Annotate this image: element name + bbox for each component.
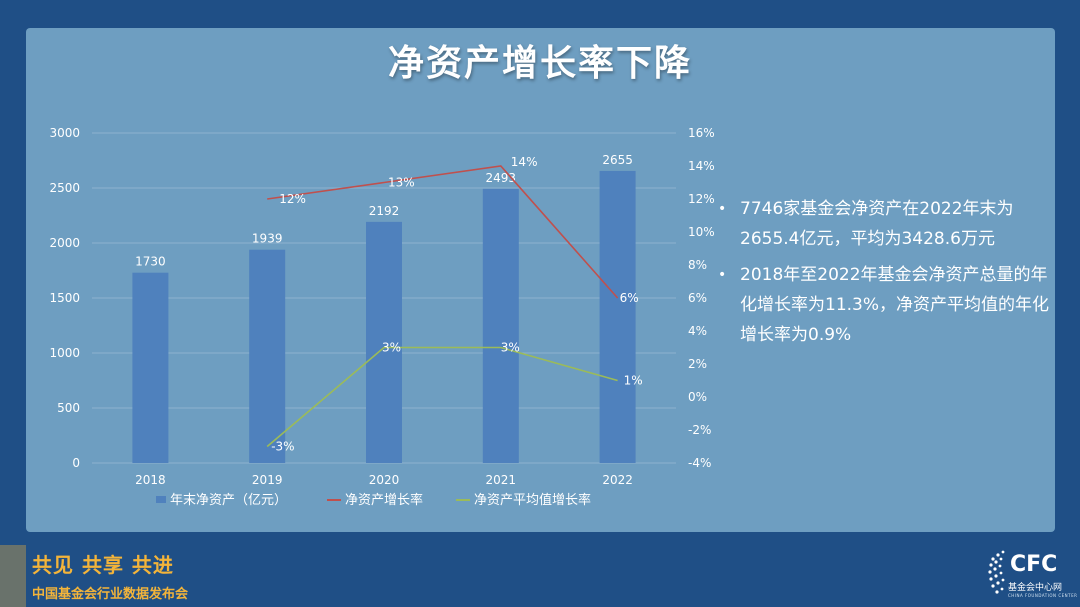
- x-tick-label: 2018: [135, 473, 166, 487]
- bar: [366, 221, 402, 463]
- legend-label: 净资产平均值增长率: [474, 492, 591, 508]
- bullet-dot-icon: •: [718, 201, 727, 217]
- x-tick-label: 2021: [486, 473, 517, 487]
- y-left-tick-label: 2500: [49, 181, 80, 195]
- line-data-label: 12%: [279, 192, 306, 206]
- footer-org: 中国基金会行业数据发布会: [32, 587, 189, 602]
- bullet-item: • 2018年至2022年基金会净资产总量的年化增长率为11.3%，净资产平均值…: [718, 260, 1053, 350]
- logo-text: CFC: [1010, 552, 1058, 577]
- bar: [599, 170, 636, 463]
- line-data-label: 14%: [511, 155, 538, 169]
- bar: [132, 272, 169, 463]
- line-data-label: 13%: [388, 176, 415, 190]
- bullet-dot-icon: •: [718, 267, 727, 283]
- content-panel: [26, 28, 1055, 532]
- legend-swatch-bar: [156, 496, 166, 503]
- y-right-tick-label: -4%: [688, 456, 711, 470]
- bar-data-label: 2655: [602, 153, 633, 167]
- y-left-tick-label: 3000: [49, 126, 80, 140]
- line-data-label: 6%: [620, 291, 639, 305]
- y-right-tick-label: 6%: [688, 291, 707, 305]
- y-left-tick-label: 500: [57, 401, 80, 415]
- line-data-label: 3%: [501, 341, 520, 355]
- logo-english: CHINA FOUNDATION CENTER: [1008, 593, 1078, 598]
- x-tick-label: 2022: [602, 473, 633, 487]
- y-right-tick-label: 10%: [688, 225, 715, 239]
- bar-data-label: 2192: [369, 204, 400, 218]
- x-tick-label: 2020: [369, 473, 400, 487]
- bar-data-label: 1939: [252, 232, 283, 246]
- y-right-tick-label: 14%: [688, 159, 715, 173]
- growth-rate-line: [267, 165, 619, 299]
- line-data-label: 3%: [382, 341, 401, 355]
- bar-data-label: 1730: [135, 255, 166, 269]
- logo-subtitle: 基金会中心网: [1008, 583, 1063, 593]
- y-right-tick-label: 4%: [688, 324, 707, 338]
- footer-accent-bar: [0, 545, 26, 607]
- line-data-label: 1%: [624, 374, 643, 388]
- y-right-tick-label: 12%: [688, 192, 715, 206]
- bar: [482, 188, 519, 463]
- legend-label: 净资产增长率: [345, 492, 423, 508]
- y-left-tick-label: 2000: [49, 236, 80, 250]
- legend-label: 年末净资产（亿元）: [170, 493, 287, 508]
- y-right-tick-label: 2%: [688, 357, 707, 371]
- y-right-tick-label: 8%: [688, 258, 707, 272]
- bullet-list: • 7746家基金会净资产在2022年末为2655.4亿元，平均为3428.6万…: [718, 194, 1053, 356]
- y-right-tick-label: 16%: [688, 126, 715, 140]
- y-left-tick-label: 0: [72, 456, 80, 470]
- y-left-tick-label: 1000: [49, 346, 80, 360]
- avg-growth-rate-line: [266, 346, 618, 448]
- y-left-tick-label: 1500: [49, 291, 80, 305]
- footer-slogan: 共见 共享 共进: [32, 553, 174, 577]
- cfc-logo-icon: [988, 550, 1005, 594]
- y-right-tick-label: 0%: [688, 390, 707, 404]
- slide-title: 净资产增长率下降: [387, 43, 692, 84]
- y-right-tick-label: -2%: [688, 423, 711, 437]
- bullet-item: • 7746家基金会净资产在2022年末为2655.4亿元，平均为3428.6万…: [718, 194, 1053, 254]
- bullet-text: 7746家基金会净资产在2022年末为2655.4亿元，平均为3428.6万元: [740, 199, 1014, 249]
- bar: [249, 249, 286, 463]
- bullet-text: 2018年至2022年基金会净资产总量的年化增长率为11.3%，净资产平均值的年…: [740, 265, 1050, 345]
- x-tick-label: 2019: [252, 473, 283, 487]
- line-data-label: -3%: [271, 440, 294, 454]
